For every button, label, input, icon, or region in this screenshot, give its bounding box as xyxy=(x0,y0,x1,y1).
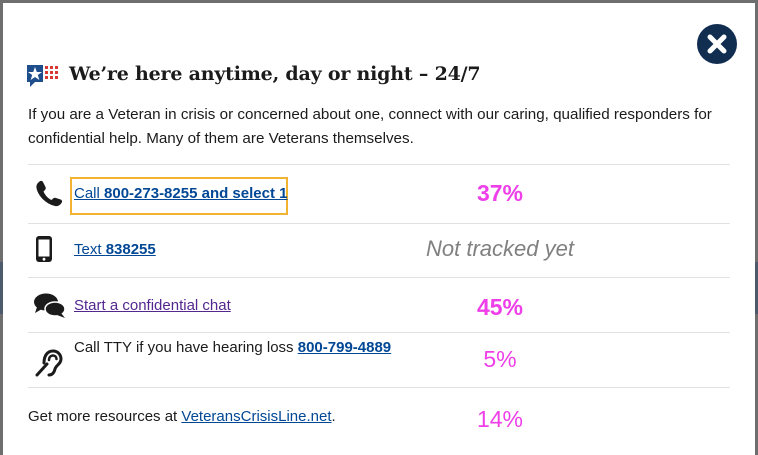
veterans-crisis-line-link[interactable]: VeteransCrisisLine.net xyxy=(181,408,332,425)
call-row-label: Call 800-273-8255 and select 1 xyxy=(74,185,287,202)
call-number-text: 800-273-8255 and select 1 xyxy=(104,185,288,202)
close-button[interactable] xyxy=(697,24,737,64)
call-stat: 37% xyxy=(476,180,524,206)
chat-row-label: Start a confidential chat xyxy=(74,297,231,314)
divider xyxy=(28,387,730,388)
modal-header: We’re here anytime, day or night – 24/7 xyxy=(27,60,481,88)
phone-icon xyxy=(34,180,64,213)
call-prefix-text: Call xyxy=(74,185,105,202)
close-icon xyxy=(707,34,727,54)
chat-icon xyxy=(33,292,67,325)
chat-stat: 45% xyxy=(476,294,524,320)
divider xyxy=(28,164,730,165)
divider xyxy=(28,223,730,224)
footer-suffix: . xyxy=(331,408,336,425)
footer-text: Get more resources at xyxy=(28,408,182,425)
chat-link[interactable]: Start a confidential chat xyxy=(74,297,231,314)
tty-number-text: 800-799-4889 xyxy=(297,339,392,356)
background-page-strip xyxy=(755,262,758,314)
modal-intro: If you are a Veteran in crisis or concer… xyxy=(28,106,712,147)
focus-outline xyxy=(70,177,288,215)
tty-stat: 5% xyxy=(483,346,517,372)
resources-stat: 14% xyxy=(476,406,524,432)
tty-text: Call TTY if you have hearing loss xyxy=(74,339,298,356)
resources-footer: Get more resources at VeteransCrisisLine… xyxy=(28,408,336,425)
veterans-crisis-line-logo-icon xyxy=(27,61,61,87)
text-number-link[interactable]: Text 838255 xyxy=(74,241,156,258)
text-stat: Not tracked yet xyxy=(426,236,574,261)
text-prefix-text: Text xyxy=(74,241,106,258)
tty-row-label: Call TTY if you have hearing loss 800-79… xyxy=(74,339,391,356)
hearing-loss-icon xyxy=(35,347,63,382)
text-row-label: Text 838255 xyxy=(74,241,156,258)
tty-number-link[interactable]: 800-799-4889 xyxy=(298,339,391,356)
mobile-phone-icon xyxy=(35,235,53,268)
divider xyxy=(28,277,730,278)
call-number-link[interactable]: Call 800-273-8255 and select 1 xyxy=(74,185,287,202)
crisis-line-modal: We’re here anytime, day or night – 24/7 … xyxy=(3,3,755,455)
divider xyxy=(28,332,730,333)
text-number-text: 838255 xyxy=(105,241,156,258)
modal-title: We’re here anytime, day or night – 24/7 xyxy=(69,63,481,85)
background-page-strip xyxy=(0,262,3,314)
